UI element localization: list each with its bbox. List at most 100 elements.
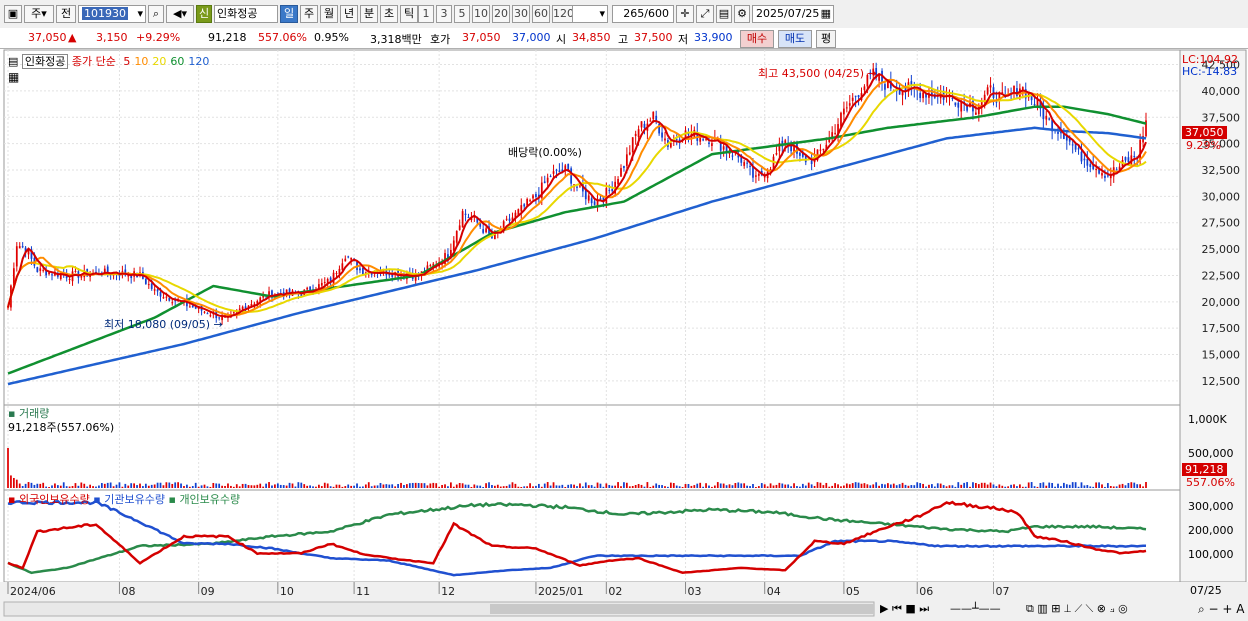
price-info-bar: 37,050 ▲ 3,150 +9.29% 91,218 557.06% 0.9… bbox=[0, 28, 1248, 49]
volume-bar-225 bbox=[667, 486, 669, 488]
candle-body-372 bbox=[1098, 168, 1100, 174]
candle-body-245 bbox=[725, 143, 728, 152]
price-panel bbox=[3, 49, 1181, 406]
volume-bar-190 bbox=[564, 486, 567, 488]
candle-body-73 bbox=[221, 315, 223, 321]
candle-body-116 bbox=[347, 256, 350, 258]
candle-body-5 bbox=[21, 246, 24, 248]
volume-bar-167 bbox=[496, 484, 499, 488]
zoom-controls[interactable]: ⌕ − + A bbox=[1198, 602, 1245, 616]
interval-custom-input[interactable]: ▾ bbox=[572, 5, 608, 23]
y-tick-5: 30,000 bbox=[1202, 190, 1241, 203]
stock-name-field[interactable]: 인화정공 bbox=[214, 5, 278, 23]
interval-button-6[interactable]: 60 bbox=[532, 5, 550, 23]
candle-body-156 bbox=[464, 213, 467, 215]
code-input[interactable]: 101930 ▾ bbox=[78, 5, 146, 23]
volume-bar-197 bbox=[584, 482, 587, 488]
volume-bar-85 bbox=[256, 484, 259, 488]
table-icon[interactable]: ▦ bbox=[8, 70, 20, 84]
volume-bar-106 bbox=[318, 484, 320, 488]
avg-button[interactable]: 평 bbox=[816, 30, 836, 48]
candle-body-161 bbox=[479, 222, 482, 227]
volume-bar-384 bbox=[1133, 482, 1136, 488]
interval-button-0[interactable]: 1 bbox=[418, 5, 434, 23]
volume-bar-109 bbox=[326, 483, 329, 488]
period-tab-6[interactable]: 틱 bbox=[400, 5, 418, 23]
volume-bar-32 bbox=[100, 483, 103, 488]
candle-body-219 bbox=[649, 120, 652, 122]
interval-button-5[interactable]: 30 bbox=[512, 5, 530, 23]
volume-bar-88 bbox=[265, 483, 267, 488]
interval-button-4[interactable]: 20 bbox=[492, 5, 510, 23]
volume-bar-228 bbox=[675, 485, 678, 488]
volume-bar-242 bbox=[716, 482, 719, 488]
menu-icon[interactable]: ▤ bbox=[8, 55, 19, 68]
scrollbar-thumb[interactable] bbox=[490, 604, 874, 614]
interval-button-3[interactable]: 10 bbox=[472, 5, 490, 23]
interval-button-1[interactable]: 3 bbox=[436, 5, 452, 23]
candle-body-157 bbox=[467, 216, 470, 218]
interval-button-2[interactable]: 5 bbox=[454, 5, 470, 23]
volume-bar-173 bbox=[514, 483, 517, 488]
chart-area[interactable]: 42,500 40,000 37,500 35,000 32,500 30,000 27,5… bbox=[0, 48, 1248, 621]
period-tab-2[interactable]: 월 bbox=[320, 5, 338, 23]
volume-bar-139 bbox=[414, 482, 417, 488]
date-input[interactable]: 2025/07/25 ▦ bbox=[752, 5, 834, 23]
last-price-tag: 37,050 bbox=[1182, 126, 1227, 139]
draw-tool-icon[interactable]: ⤢ bbox=[696, 5, 714, 23]
y-tick-4: 32,500 bbox=[1202, 164, 1241, 177]
volume-bar-103 bbox=[309, 485, 311, 488]
period-select[interactable]: 주▾ bbox=[24, 5, 54, 23]
candle-body-67 bbox=[203, 311, 206, 313]
period-tab-4[interactable]: 분 bbox=[360, 5, 378, 23]
chart-tools[interactable]: ⧉ ▥ ⊞ ⟂ ⟋ ⟍ ⊗ ⟓ ◎ bbox=[1026, 602, 1128, 615]
volume-bar-2 bbox=[12, 477, 15, 488]
volume-bar-251 bbox=[743, 483, 746, 488]
search-icon[interactable]: ⌕ bbox=[148, 5, 164, 23]
candle-body-198 bbox=[587, 195, 590, 201]
volume-bar-346 bbox=[1021, 486, 1024, 488]
volume-pct-tag: 557.06% bbox=[1186, 476, 1235, 489]
volume-bar-84 bbox=[253, 485, 256, 488]
count-input[interactable]: 265/600 bbox=[612, 5, 674, 23]
volume-bar-349 bbox=[1030, 482, 1033, 488]
volume-bar-227 bbox=[672, 483, 675, 488]
volume-bar-141 bbox=[420, 483, 423, 488]
nav-controls[interactable]: ▶ ⏮ ■ ⏭ bbox=[880, 602, 930, 615]
prev-button[interactable]: 전 bbox=[56, 5, 76, 23]
period-tab-3[interactable]: 년 bbox=[340, 5, 358, 23]
window-icon[interactable]: ▣ bbox=[4, 5, 22, 23]
gear-icon[interactable]: ⚙ bbox=[734, 5, 750, 23]
volume-bar-386 bbox=[1139, 484, 1142, 488]
candle-body-252 bbox=[746, 162, 748, 164]
buy-button[interactable]: 매수 bbox=[740, 30, 774, 48]
zoom-slider[interactable]: ——┴—— bbox=[950, 602, 1001, 615]
candle-body-355 bbox=[1048, 118, 1051, 120]
interval-button-7[interactable]: 120 bbox=[552, 5, 574, 23]
volume-bar-13 bbox=[45, 486, 48, 488]
candle-body-174 bbox=[517, 209, 520, 216]
volume-bar-43 bbox=[133, 483, 135, 488]
volume-bar-189 bbox=[561, 484, 564, 488]
volume-bar-315 bbox=[931, 484, 933, 488]
volume-bar-72 bbox=[218, 483, 221, 488]
crosshair-icon[interactable]: ✛ bbox=[676, 5, 694, 23]
volume-bar-234 bbox=[693, 485, 696, 488]
code-value: 101930 bbox=[82, 7, 128, 20]
period-tab-5[interactable]: 초 bbox=[380, 5, 398, 23]
period-tab-1[interactable]: 주 bbox=[300, 5, 318, 23]
sound-icon[interactable]: ◀▾ bbox=[166, 5, 194, 23]
y-tick-6: 27,500 bbox=[1202, 217, 1241, 230]
candle-body-109 bbox=[326, 279, 329, 283]
volume-bar-142 bbox=[423, 483, 426, 488]
volume-bar-26 bbox=[83, 483, 86, 488]
volume-bar-54 bbox=[165, 482, 168, 488]
volume-bar-175 bbox=[520, 486, 523, 488]
volume-bar-376 bbox=[1109, 486, 1112, 488]
save-icon[interactable]: ▤ bbox=[716, 5, 732, 23]
candle-body-69 bbox=[209, 315, 212, 317]
sell-button[interactable]: 매도 bbox=[778, 30, 812, 48]
candle-body-332 bbox=[980, 101, 983, 109]
period-tab-0[interactable]: 일 bbox=[280, 5, 298, 23]
candle-body-8 bbox=[30, 249, 33, 259]
